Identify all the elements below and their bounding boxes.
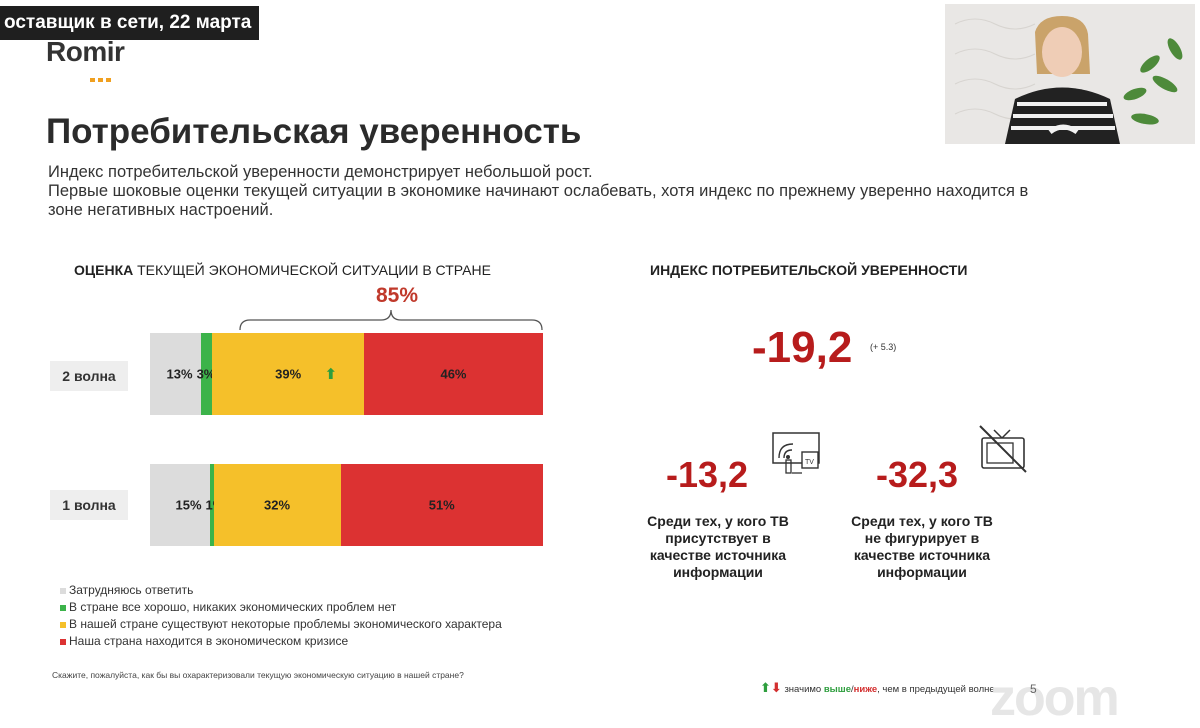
significance-prefix: значимо bbox=[784, 684, 824, 695]
data-label: 3% bbox=[196, 366, 216, 382]
bar-segment-yellow: 32% bbox=[213, 464, 341, 546]
significance-higher: выше bbox=[823, 684, 851, 695]
no-tv-caption-line: не фигурирует в bbox=[864, 530, 980, 546]
legend-swatch-red bbox=[60, 638, 66, 645]
bar-segment-green: 3%⬆ bbox=[197, 333, 221, 415]
intro-line-3: зоне негативных настроений. bbox=[48, 201, 274, 219]
tv-caption-line: качестве источника bbox=[649, 547, 787, 563]
bracket-brace bbox=[239, 309, 543, 331]
tv-caption-line: Среди тех, у кого ТВ bbox=[647, 513, 789, 529]
webcam-video-feed[interactable] bbox=[945, 4, 1195, 144]
bar-segment-red: 51% bbox=[340, 464, 543, 546]
legend-label: Наша страна находится в экономическом кр… bbox=[69, 634, 349, 648]
index-heading: ИНДЕКС ПОТРЕБИТЕЛЬСКОЙ УВЕРЕННОСТИ bbox=[650, 262, 968, 278]
significance-lower: ниже bbox=[853, 684, 878, 695]
tv-caption-line: информации bbox=[673, 564, 763, 580]
data-label: 39% bbox=[275, 366, 302, 382]
bracket-value: 85% bbox=[376, 284, 419, 307]
arrow-up-icon: ⬆ bbox=[324, 366, 338, 383]
event-banner: оставщик в сети, 22 марта bbox=[0, 6, 260, 40]
bar-segment-red: 46% bbox=[364, 333, 543, 415]
chart-legend: Затрудняюсь ответить В стране все хорошо… bbox=[60, 582, 502, 650]
slide-title: Потребительская уверенность bbox=[46, 112, 582, 151]
left-chart-heading-rest: ТЕКУЩЕЙ ЭКОНОМИЧЕСКОЙ СИТУАЦИИ В СТРАНЕ bbox=[133, 262, 491, 278]
tv-index-value: -13,2 bbox=[666, 454, 749, 495]
data-label: 15% bbox=[175, 497, 202, 513]
no-tv-caption-line: информации bbox=[877, 564, 967, 580]
legend-item: Затрудняюсь ответить bbox=[60, 582, 502, 599]
wave-2-label: 2 волна bbox=[50, 361, 128, 391]
legend-swatch-gray bbox=[60, 587, 66, 594]
legend-label: В стране все хорошо, никаких экономическ… bbox=[69, 600, 397, 614]
arrow-up-icon: ⬆ bbox=[760, 680, 771, 695]
arrow-down-icon: ⬇ bbox=[770, 680, 782, 695]
left-chart-heading: ОЦЕНКА ТЕКУЩЕЙ ЭКОНОМИЧЕСКОЙ СИТУАЦИИ В … bbox=[74, 262, 491, 278]
left-chart-heading-bold: ОЦЕНКА bbox=[74, 262, 134, 278]
romir-logo: Romir bbox=[46, 36, 125, 67]
significance-suffix: , чем в предыдущей волне bbox=[877, 684, 995, 695]
stacked-bar-wave-1: 15%1%32%51% bbox=[150, 464, 543, 546]
wave-1-label: 1 волна bbox=[50, 490, 128, 520]
data-label: 46% bbox=[440, 366, 467, 382]
data-label: 13% bbox=[166, 366, 193, 382]
tv-caption-line: присутствует в bbox=[665, 530, 771, 546]
index-main-delta: (+ 5.3) bbox=[870, 342, 897, 352]
legend-swatch-green bbox=[60, 604, 66, 611]
bar-segment-gray: 15% bbox=[150, 464, 210, 546]
no-tv-caption-line: качестве источника bbox=[853, 547, 991, 563]
zoom-watermark: zoom bbox=[990, 669, 1120, 727]
intro-text: Индекс потребительской уверенности демон… bbox=[48, 163, 1098, 220]
intro-line-2: Первые шоковые оценки текущей ситуации в… bbox=[48, 182, 1029, 200]
tv-caption: Среди тех, у кого ТВ присутствует в каче… bbox=[618, 513, 818, 581]
no-tv-index-value: -32,3 bbox=[876, 454, 959, 495]
no-tv-caption-line: Среди тех, у кого ТВ bbox=[851, 513, 993, 529]
legend-item: В нашей стране существуют некоторые проб… bbox=[60, 616, 502, 633]
legend-label: Затрудняюсь ответить bbox=[69, 583, 194, 597]
significance-note: ⬆⬇ значимо выше/ниже, чем в предыдущей в… bbox=[760, 680, 995, 696]
survey-question-footnote: Скажите, пожалуйста, как бы вы охарактер… bbox=[52, 670, 464, 680]
no-tv-caption: Среди тех, у кого ТВ не фигурирует в кач… bbox=[822, 513, 1022, 581]
stacked-bar-wave-2: 13%3%⬆ 39% ⬆ 46% bbox=[150, 333, 543, 415]
legend-item: Наша страна находится в экономическом кр… bbox=[60, 633, 502, 650]
data-label: 51% bbox=[428, 497, 455, 513]
legend-swatch-yellow bbox=[60, 621, 66, 628]
bar-segment-yellow: 39% ⬆ bbox=[212, 333, 364, 415]
significance-sep: / bbox=[851, 684, 854, 695]
legend-label: В нашей стране существуют некоторые проб… bbox=[69, 617, 502, 631]
bar-segment-gray: 13% bbox=[150, 333, 201, 415]
index-main-value: -19,2 bbox=[752, 323, 853, 372]
tv-icon-label: TV bbox=[805, 459, 814, 466]
logo-dots bbox=[90, 69, 114, 87]
data-label: 32% bbox=[263, 497, 291, 513]
speaker-video bbox=[945, 4, 1195, 144]
legend-item: В стране все хорошо, никаких экономическ… bbox=[60, 599, 502, 616]
tv-icon: TV bbox=[772, 432, 820, 474]
intro-line-1: Индекс потребительской уверенности демон… bbox=[48, 163, 593, 181]
no-tv-icon bbox=[979, 425, 1027, 473]
page-number: 5 bbox=[1030, 682, 1037, 696]
